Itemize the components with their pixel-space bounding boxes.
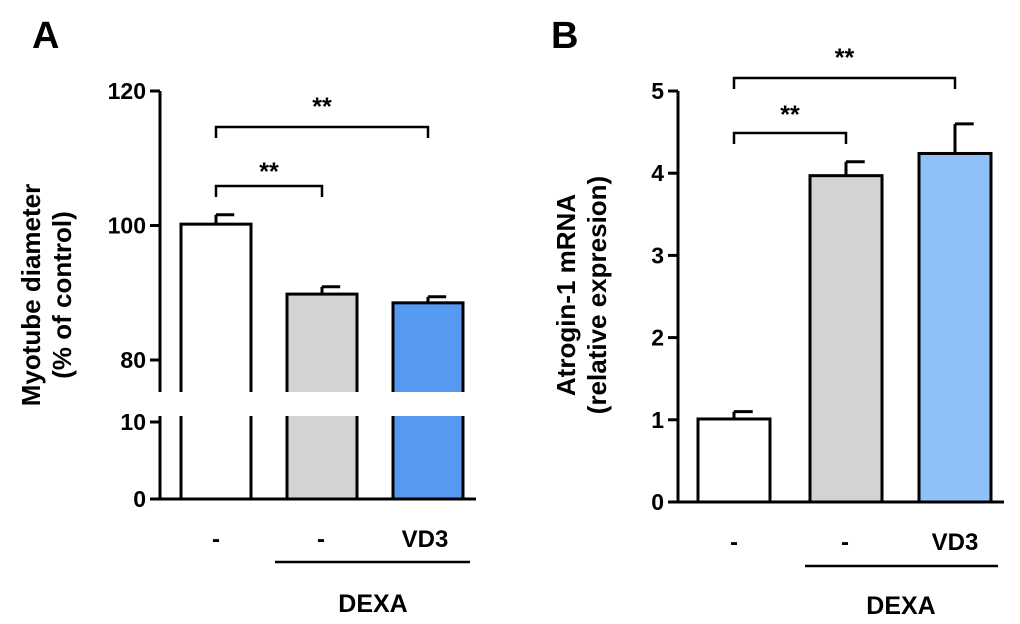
panel-a-bars [150, 213, 480, 501]
panel-b-y-tick-label: 4 [651, 160, 664, 186]
panel-a-significance: ** ** [214, 93, 430, 197]
panel-a-significance-bracket [214, 184, 324, 197]
panel-a-significance-label: ** [312, 93, 332, 121]
panel-b-significance-label: ** [780, 101, 800, 129]
panel-b-letter: B [551, 15, 578, 57]
panel-a-significance-bracket [214, 125, 430, 138]
panel-a-group-label: DEXA [338, 590, 407, 618]
panel-b-significance-bracket [732, 76, 957, 89]
panel-b-significance-label: ** [835, 44, 855, 72]
panel-a-bar [179, 222, 253, 501]
panel-b-category-label: VD3 [932, 529, 979, 556]
panel-a-category-label: - [317, 526, 325, 553]
panel-a-y-tick-label: 80 [120, 347, 146, 373]
panel-a-ylabel-line1: Myotube diameter [16, 184, 46, 407]
panel-b-bars [696, 122, 993, 504]
panel-b-bar [696, 417, 772, 504]
panel-b-bar [808, 174, 884, 504]
panel-a-category-label: VD3 [402, 526, 449, 553]
panel-b-bar [917, 151, 993, 504]
panel-a-axis-break-gap [150, 392, 480, 416]
panel-b-ylabel-line1: Atrogin-1 mRNA [551, 194, 581, 396]
panel-b: B Atrogin-1 mRNA (relative expresion) 0 1… [551, 15, 1004, 620]
panel-a-y-tick-label: 10 [120, 409, 146, 435]
panel-b-y-tick-label: 3 [651, 242, 664, 268]
panel-b-significance-bracket [732, 131, 848, 144]
panel-a-letter: A [32, 15, 59, 57]
panel-a-categories: - - VD3 [212, 526, 448, 553]
panel-a-significance-label: ** [259, 158, 279, 186]
panel-b-y-tick-label: 1 [651, 407, 664, 433]
panel-b-significance: ** ** [732, 44, 957, 144]
panel-b-category-label: - [730, 529, 738, 556]
panel-a-y-tick-label: 120 [108, 78, 146, 104]
panel-a-y-tick-label: 0 [133, 486, 146, 512]
panel-b-category-label: - [841, 529, 849, 556]
panel-b-ylabel-line2: (relative expresion) [582, 176, 612, 414]
panel-b-group-label: DEXA [866, 592, 935, 620]
panel-a-category-label: - [212, 526, 220, 553]
panel-b-y-tick-label: 2 [651, 325, 664, 351]
panel-a-ylabel-line2: (% of control) [47, 211, 77, 379]
panel-b-y-tick-label: 0 [651, 489, 664, 515]
panel-b-y-tick-label: 5 [651, 78, 664, 104]
panel-b-categories: - - VD3 [730, 529, 978, 556]
panel-a: A Myotube diameter (% of control) 801001… [16, 15, 480, 618]
panel-a-y-tick-label: 100 [108, 213, 146, 239]
